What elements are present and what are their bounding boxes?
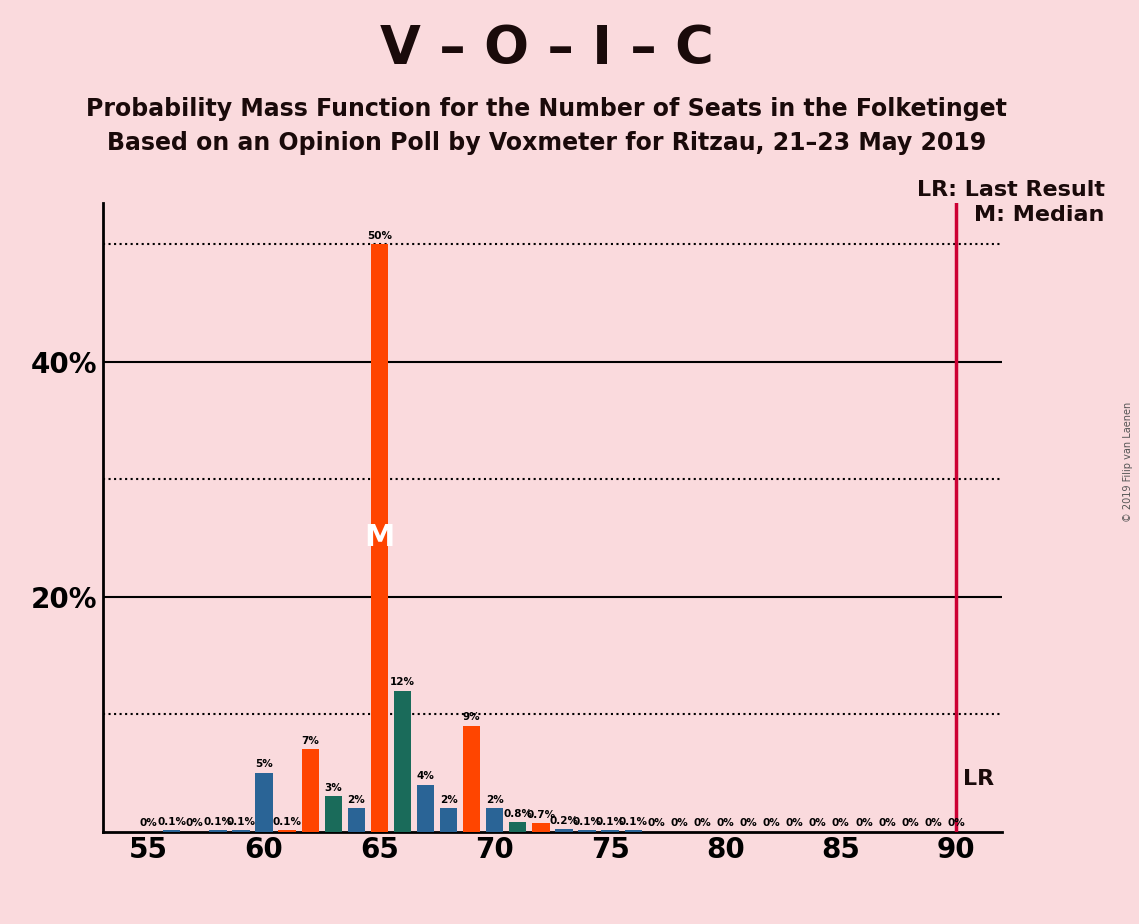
Text: 0.1%: 0.1% xyxy=(272,817,302,827)
Bar xyxy=(347,808,364,832)
Bar xyxy=(556,829,573,832)
Text: 4%: 4% xyxy=(417,772,434,781)
Text: 0.7%: 0.7% xyxy=(526,809,556,820)
Text: 0%: 0% xyxy=(739,818,757,828)
Bar xyxy=(370,244,388,832)
Text: 0%: 0% xyxy=(186,818,204,828)
Bar xyxy=(278,831,296,832)
Bar xyxy=(417,784,434,832)
Text: 0%: 0% xyxy=(831,818,850,828)
Bar xyxy=(232,831,249,832)
Text: M: Median: M: Median xyxy=(975,205,1105,225)
Bar xyxy=(486,808,503,832)
Bar xyxy=(532,823,549,832)
Text: 0.1%: 0.1% xyxy=(573,817,601,827)
Text: 0%: 0% xyxy=(901,818,919,828)
Text: © 2019 Filip van Laenen: © 2019 Filip van Laenen xyxy=(1123,402,1133,522)
Text: 2%: 2% xyxy=(440,795,458,805)
Bar xyxy=(210,831,227,832)
Bar xyxy=(509,822,526,832)
Text: 0%: 0% xyxy=(924,818,942,828)
Text: V – O – I – C: V – O – I – C xyxy=(379,23,714,75)
Text: LR: LR xyxy=(964,769,994,789)
Text: 12%: 12% xyxy=(390,677,415,687)
Bar xyxy=(440,808,457,832)
Text: 0%: 0% xyxy=(647,818,665,828)
Text: 0%: 0% xyxy=(140,818,157,828)
Bar xyxy=(624,831,641,832)
Bar xyxy=(302,749,319,832)
Text: Probability Mass Function for the Number of Seats in the Folketinget: Probability Mass Function for the Number… xyxy=(87,97,1007,121)
Text: 0.1%: 0.1% xyxy=(157,817,186,827)
Text: 0%: 0% xyxy=(763,818,780,828)
Text: 0%: 0% xyxy=(671,818,688,828)
Text: M: M xyxy=(364,524,394,553)
Text: 5%: 5% xyxy=(255,760,273,770)
Text: 0%: 0% xyxy=(809,818,827,828)
Bar xyxy=(163,831,180,832)
Text: 0.2%: 0.2% xyxy=(549,816,579,826)
Text: 0.1%: 0.1% xyxy=(204,817,232,827)
Text: 50%: 50% xyxy=(367,231,392,241)
Bar xyxy=(255,772,272,832)
Text: 0%: 0% xyxy=(716,818,735,828)
Bar xyxy=(464,726,481,832)
Text: 9%: 9% xyxy=(462,712,481,723)
Text: LR: Last Result: LR: Last Result xyxy=(917,180,1105,201)
Bar xyxy=(325,796,342,832)
Text: 0%: 0% xyxy=(786,818,803,828)
Text: Based on an Opinion Poll by Voxmeter for Ritzau, 21–23 May 2019: Based on an Opinion Poll by Voxmeter for… xyxy=(107,131,986,155)
Text: 0.1%: 0.1% xyxy=(596,817,624,827)
Text: 0%: 0% xyxy=(948,818,965,828)
Text: 3%: 3% xyxy=(325,783,342,793)
Text: 0%: 0% xyxy=(855,818,872,828)
Bar xyxy=(579,831,596,832)
Text: 0%: 0% xyxy=(694,818,711,828)
Text: 2%: 2% xyxy=(347,795,366,805)
Text: 7%: 7% xyxy=(301,736,319,746)
Bar xyxy=(394,690,411,832)
Text: 0.1%: 0.1% xyxy=(227,817,255,827)
Text: 2%: 2% xyxy=(486,795,503,805)
Text: 0%: 0% xyxy=(878,818,896,828)
Bar xyxy=(601,831,618,832)
Text: 0.8%: 0.8% xyxy=(503,808,532,819)
Text: 0.1%: 0.1% xyxy=(618,817,648,827)
